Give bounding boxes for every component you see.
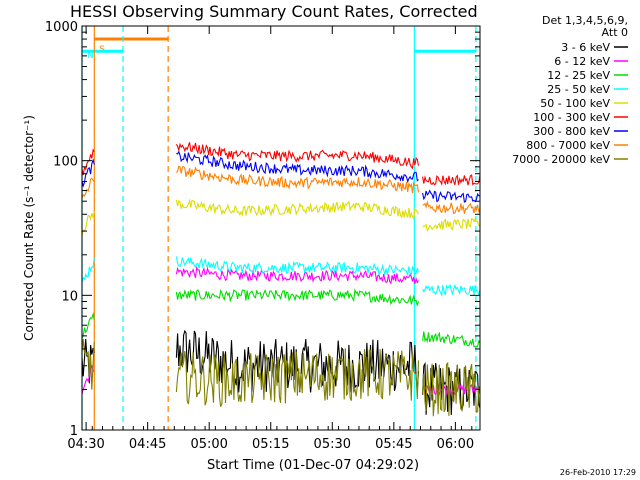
legend-label-2: 12 - 25 keV <box>547 69 610 82</box>
y-axis: 1 10 100 1000 <box>45 20 480 439</box>
timestamp: 26-Feb-2010 17:29 <box>560 468 636 477</box>
y-tick-label-3: 1000 <box>45 20 78 35</box>
series-line-2-pre <box>81 312 95 339</box>
x-axis: 04:30 04:45 05:00 05:15 05:30 05:45 06:00 <box>67 26 474 452</box>
legend-header-1: Att 0 <box>602 26 628 39</box>
legend-label-1: 6 - 12 keV <box>554 55 610 68</box>
series-line-3-post <box>422 283 481 297</box>
x-tick-label-4: 05:30 <box>314 437 351 452</box>
series-line-3-main <box>175 256 419 276</box>
series-line-5-pre <box>81 148 95 176</box>
series-line-2-main <box>175 288 420 306</box>
series-line-4-post <box>422 217 481 233</box>
series-line-3-pre <box>81 257 95 283</box>
series-line-6-pre <box>81 158 95 188</box>
x-tick-label-1: 04:45 <box>129 437 166 452</box>
y-axis-label: Corrected Count Rate (s⁻¹ detector⁻¹) <box>22 115 36 341</box>
y-tick-label-0: 1 <box>70 424 78 439</box>
series-line-1-pre <box>81 365 95 395</box>
legend-label-3: 25 - 50 keV <box>547 83 610 96</box>
legend-label-5: 100 - 300 keV <box>533 111 610 124</box>
x-tick-label-2: 05:00 <box>190 437 227 452</box>
series-line-7-post <box>422 200 481 214</box>
x-tick-label-5: 05:45 <box>375 437 412 452</box>
series-line-5-main <box>175 142 420 170</box>
series-line-8-pre <box>81 339 95 390</box>
x-tick-label-3: 05:15 <box>252 437 289 452</box>
series-group <box>81 142 481 417</box>
series-line-1-main <box>175 265 419 285</box>
legend-label-6: 300 - 800 keV <box>533 125 610 138</box>
flag-label-1: N <box>87 51 94 61</box>
series-line-8-main <box>175 348 420 407</box>
legend-label-7: 800 - 7000 keV <box>526 139 610 152</box>
series-line-6-main <box>176 150 419 184</box>
series-line-2-post <box>422 331 481 348</box>
chart-title: HESSI Observing Summary Count Rates, Cor… <box>70 2 478 21</box>
series-line-7-pre <box>81 177 95 199</box>
series-line-5-post <box>422 174 481 186</box>
y-tick-label-1: 10 <box>61 289 78 304</box>
flag-group: SN <box>82 37 476 61</box>
series-line-6-post <box>422 189 481 203</box>
series-line-4-main <box>175 198 419 221</box>
x-tick-label-0: 04:30 <box>67 437 104 452</box>
legend-label-8: 7000 - 20000 keV <box>512 153 610 166</box>
legend-header-0: Det 1,3,4,5,6,9, <box>542 14 628 27</box>
x-axis-label: Start Time (01-Dec-07 04:29:02) <box>207 458 419 473</box>
y-tick-label-2: 100 <box>53 155 78 170</box>
series-line-0-main <box>175 329 420 393</box>
plot-frame <box>81 25 481 431</box>
legend-label-0: 3 - 6 keV <box>561 41 610 54</box>
legend-label-4: 50 - 100 keV <box>540 97 610 110</box>
series-line-8-post <box>422 361 481 417</box>
x-tick-label-6: 06:00 <box>437 437 474 452</box>
series-line-7-main <box>176 165 420 194</box>
